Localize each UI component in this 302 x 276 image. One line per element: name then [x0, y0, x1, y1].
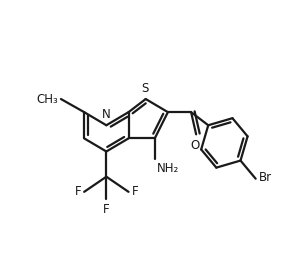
- Text: N: N: [102, 108, 111, 121]
- Text: CH₃: CH₃: [36, 92, 58, 105]
- Text: O: O: [191, 139, 200, 152]
- Text: S: S: [141, 82, 148, 95]
- Text: Br: Br: [259, 171, 272, 184]
- Text: F: F: [132, 185, 138, 198]
- Text: F: F: [75, 185, 81, 198]
- Text: F: F: [103, 203, 110, 216]
- Text: NH₂: NH₂: [157, 161, 179, 175]
